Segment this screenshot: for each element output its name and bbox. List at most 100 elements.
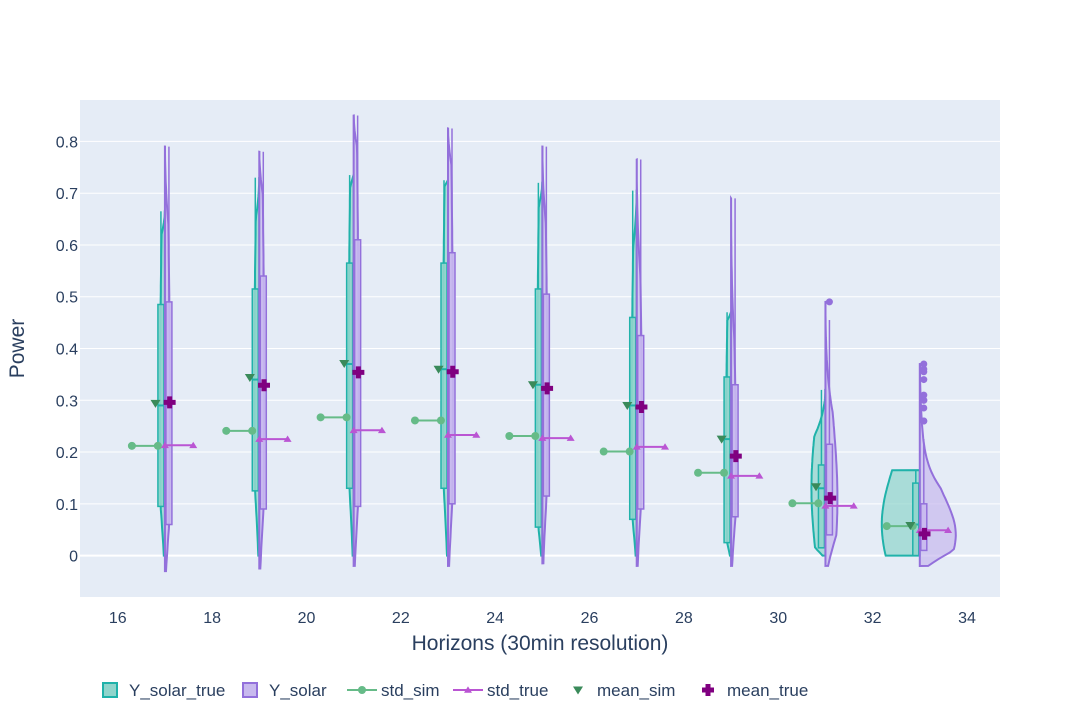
std-true-point xyxy=(755,472,764,479)
std-true-point xyxy=(944,526,953,534)
legend-swatch xyxy=(102,682,118,698)
legend-item: Y_solar xyxy=(242,681,327,700)
legend-item: mean_sim xyxy=(573,681,675,700)
legend-marker xyxy=(358,686,366,694)
legend-item: Y_solar_true xyxy=(102,681,225,700)
y-tick-label: 0.1 xyxy=(56,497,78,514)
legend-label: Y_solar_true xyxy=(129,681,225,700)
y-solar-box xyxy=(542,293,551,497)
mean-sim-point xyxy=(622,401,633,410)
mean-sim-point xyxy=(811,483,821,492)
y-solar-box xyxy=(259,275,268,510)
y-tick-label: 0.2 xyxy=(56,445,78,462)
legend: Y_solar_true Y_solar std_sim std_true mean_s… xyxy=(102,681,808,700)
legend-item: mean_true xyxy=(702,681,808,700)
x-tick-label: 26 xyxy=(581,610,599,627)
std-true-point xyxy=(632,443,641,450)
x-tick-label: 16 xyxy=(109,610,127,627)
mean-true-point xyxy=(918,527,931,540)
std-true-point xyxy=(727,472,736,479)
y-solar-true-box xyxy=(912,482,920,557)
legend-label: Y_solar xyxy=(269,681,327,700)
std-true-point xyxy=(283,435,292,442)
std-true-point xyxy=(661,443,670,450)
y-tick-label: 0.6 xyxy=(56,238,78,255)
std-true-point xyxy=(538,434,547,441)
y-solar-outlier xyxy=(920,376,928,384)
y-solar-true-box xyxy=(440,262,448,490)
mean-sim-point xyxy=(905,522,916,531)
mean-markers xyxy=(150,360,931,540)
legend-label: mean_true xyxy=(727,681,808,700)
std-sim-point xyxy=(720,468,728,477)
std-sim-point xyxy=(127,441,136,450)
x-tick-label: 22 xyxy=(392,610,410,627)
std-true-point xyxy=(160,441,169,449)
std-sim-point xyxy=(531,431,540,440)
legend-marker xyxy=(702,684,714,696)
std-series xyxy=(127,413,953,534)
legend-item: std_sim xyxy=(347,681,440,700)
std-sim-point xyxy=(153,441,162,450)
mean-true-point xyxy=(729,450,742,463)
mean-sim-point xyxy=(527,381,538,390)
mean-sim-point xyxy=(150,399,161,408)
std-sim-point xyxy=(342,413,351,422)
y-solar-box xyxy=(448,251,456,505)
mean-sim-point xyxy=(339,360,350,369)
y-tick-labels: 0 0.1 0.2 0.3 0.4 0.5 0.6 0.7 0.8 xyxy=(56,134,78,565)
y-tick-label: 0.4 xyxy=(56,342,78,359)
std-sim-point xyxy=(410,416,419,425)
y-solar-violin xyxy=(918,362,957,567)
x-tick-label: 18 xyxy=(203,610,221,627)
legend-item: std_true xyxy=(453,681,548,700)
y-solar-box xyxy=(825,443,834,536)
std-true-point xyxy=(849,502,858,509)
std-sim-point xyxy=(248,426,257,435)
x-tick-label: 28 xyxy=(675,610,693,627)
y-solar-outlier xyxy=(920,365,928,373)
x-tick-label: 20 xyxy=(298,610,316,627)
mean-true-point xyxy=(541,382,554,395)
std-sim-point xyxy=(694,468,703,477)
x-tick-labels: 16 18 20 22 24 26 28 30 32 34 xyxy=(109,610,976,627)
y-solar-true-violin xyxy=(880,469,921,557)
std-sim-point xyxy=(436,416,445,425)
y-solar-outlier xyxy=(920,417,928,425)
mean-true-point xyxy=(352,366,365,379)
std-sim-point xyxy=(505,431,514,440)
std-sim-point xyxy=(316,413,325,422)
y-axis-title: Power xyxy=(6,319,29,379)
x-tick-label: 24 xyxy=(486,610,504,627)
y-tick-label: 0 xyxy=(69,549,78,566)
y-solar-outlier xyxy=(825,298,833,306)
std-true-point xyxy=(189,441,198,449)
mean-true-point xyxy=(163,396,176,409)
y-solar-outlier xyxy=(920,391,928,399)
mean-true-point xyxy=(446,365,459,378)
mean-sim-point xyxy=(244,373,255,382)
std-true-point xyxy=(821,502,830,509)
y-solar-true-box xyxy=(345,262,354,490)
std-true-point xyxy=(472,431,481,438)
legend-label: std_sim xyxy=(381,681,440,700)
std-sim-point xyxy=(788,499,797,508)
mean-true-point xyxy=(824,492,837,505)
legend-label: mean_sim xyxy=(597,681,675,700)
mean-sim-point xyxy=(433,365,444,374)
y-tick-label: 0.5 xyxy=(56,290,78,307)
mean-sim-point xyxy=(716,435,727,444)
std-true-point xyxy=(566,434,575,441)
std-true-point xyxy=(349,426,358,434)
mean-true-point xyxy=(258,379,270,392)
y-solar-true-box xyxy=(628,316,637,521)
y-solar-true-box xyxy=(251,288,260,492)
std-true-point xyxy=(255,435,264,442)
std-sim-point xyxy=(625,447,634,456)
std-sim-point xyxy=(882,522,891,531)
x-axis-title: Horizons (30min resolution) xyxy=(412,632,669,655)
x-tick-label: 32 xyxy=(864,610,882,627)
y-solar-true-box xyxy=(534,288,543,528)
legend-swatch xyxy=(242,682,258,698)
